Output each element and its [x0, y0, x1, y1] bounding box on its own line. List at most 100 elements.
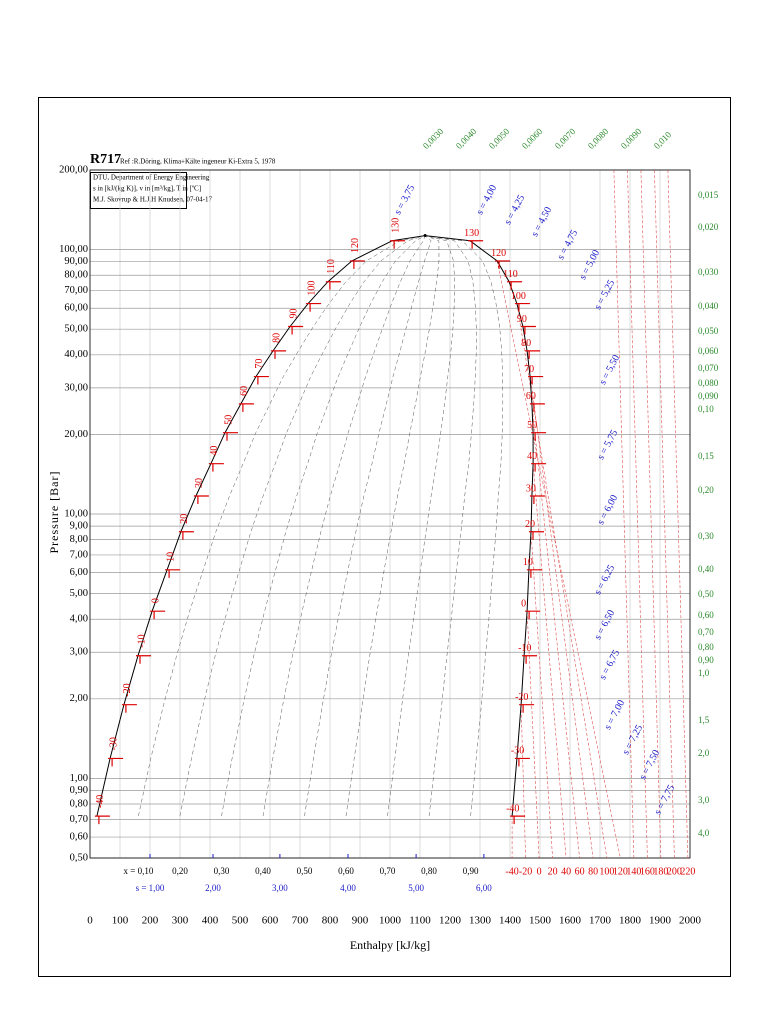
y-tick-label: 50,00	[64, 324, 88, 335]
temperature-marker	[514, 302, 530, 312]
temperature-label: 120	[491, 248, 506, 259]
x-tick-label: 1500	[529, 915, 552, 927]
temperature-marker	[495, 260, 511, 269]
isentrope-label: s = 4,00	[474, 183, 499, 216]
y-tick-label: 0,60	[70, 831, 88, 842]
critical-point	[423, 234, 427, 238]
temperature-label: 110	[503, 269, 518, 280]
isentrope-label: s = 3,75	[392, 183, 417, 216]
temperature-label: 60	[526, 391, 536, 402]
x-tick-label: 1800	[619, 915, 642, 927]
quality-label: 0,50	[297, 866, 313, 876]
temperature-label: 0	[150, 598, 161, 603]
isotherm	[516, 303, 608, 859]
temperature-marker	[529, 495, 545, 504]
temperature-label: -20	[515, 692, 528, 703]
temperature-marker	[108, 757, 124, 767]
x-tick-label: 400	[202, 915, 219, 927]
isentrope-label: s = 6,00	[595, 493, 620, 526]
isochore-label: 1,0	[698, 668, 710, 678]
isochore-label: 0,15	[698, 451, 714, 461]
temperature-label: 0	[521, 598, 526, 609]
temperature-marker	[519, 704, 535, 713]
isotherm-label: 120	[613, 866, 628, 877]
temperature-marker	[325, 281, 341, 290]
isochore-label: 0,0080	[586, 126, 611, 151]
y-tick-label: 40,00	[64, 349, 88, 360]
isotherm-label: -20	[519, 866, 532, 877]
temperature-marker	[529, 531, 544, 540]
temperature-label: 90	[288, 308, 299, 318]
quality-label: 0,30	[214, 866, 230, 876]
quality-line	[179, 235, 426, 817]
y-tick-label: 20,00	[64, 429, 88, 440]
temperature-label: 90	[517, 314, 527, 325]
isentrope-label: s = 4,25	[502, 193, 527, 226]
saturation-line	[392, 235, 426, 242]
y-tick-label: 100,00	[59, 244, 88, 255]
temperature-label: -10	[518, 643, 531, 654]
isochore-label: 0,015	[698, 190, 719, 200]
x-tick-label: 0	[87, 915, 93, 927]
isentrope-label: s = 6,25	[592, 563, 617, 596]
isochore-label: 0,050	[698, 326, 719, 336]
isochore-label: 0,80	[698, 642, 714, 652]
y-tick-label: 5,00	[70, 588, 88, 599]
temperature-label: 80	[271, 333, 282, 343]
x-tick-label: 1100	[409, 915, 431, 927]
y-tick-label: 4,00	[70, 614, 88, 625]
temperature-label: -20	[122, 683, 133, 696]
temperature-marker	[390, 240, 406, 249]
entropy-label: 5,00	[408, 883, 424, 893]
frame	[38, 97, 731, 977]
isochore-label: 0,30	[698, 531, 714, 541]
temperature-label: -40	[506, 803, 519, 814]
temperature-label: -30	[108, 737, 119, 750]
isotherm-label: 200	[667, 866, 682, 877]
isentrope-label: s = 5,75	[595, 428, 620, 461]
plot-border	[89, 169, 691, 859]
isotherm-label: 220	[680, 866, 695, 877]
isotherm	[532, 463, 567, 859]
temperature-marker	[94, 815, 110, 825]
isochore-label: 0,40	[698, 564, 714, 574]
y-tick-label: 80,00	[64, 270, 88, 281]
y-tick-label: 60,00	[64, 303, 88, 314]
temperature-label: 20	[525, 519, 535, 530]
y-tick-label: 1,00	[70, 773, 88, 784]
temperature-marker	[531, 432, 547, 441]
isochore-label: 0,0040	[454, 126, 479, 151]
temperature-label: -40	[95, 795, 106, 808]
temperature-label: 50	[223, 415, 234, 425]
isotherm	[520, 704, 526, 859]
isochore-label: 3,0	[698, 795, 710, 805]
temperature-marker	[253, 375, 269, 385]
temperature-label: 30	[194, 478, 205, 488]
temperature-marker	[150, 610, 166, 620]
quality-label: 0,70	[380, 866, 396, 876]
isochore-label: 0,20	[698, 485, 714, 495]
y-tick-label: 8,00	[70, 534, 88, 545]
isochore-label: 0,0030	[421, 126, 446, 151]
temperature-marker	[193, 495, 209, 504]
quality-line	[221, 235, 426, 817]
isochore-label: 0,70	[698, 627, 714, 637]
x-tick-label: 1600	[559, 915, 582, 927]
temperature-marker	[238, 403, 254, 412]
y-tick-label: 90,00	[64, 256, 88, 267]
isochore-label: 0,0070	[553, 126, 578, 151]
x-tick-label: 100	[112, 915, 129, 927]
isotherm	[526, 350, 594, 859]
temperature-label: 30	[526, 483, 536, 494]
y-tick-label: 0,80	[70, 798, 88, 809]
y-tick-label: 30,00	[64, 382, 88, 393]
isochore-label: 2,0	[698, 748, 710, 758]
isochore-label: 0,010	[652, 129, 674, 151]
isochore-label: 0,60	[698, 610, 714, 620]
x-tick-label: 200	[142, 915, 159, 927]
temperature-marker	[525, 610, 541, 620]
temperature-marker	[306, 302, 322, 312]
entropy-label: 2,00	[205, 883, 221, 893]
